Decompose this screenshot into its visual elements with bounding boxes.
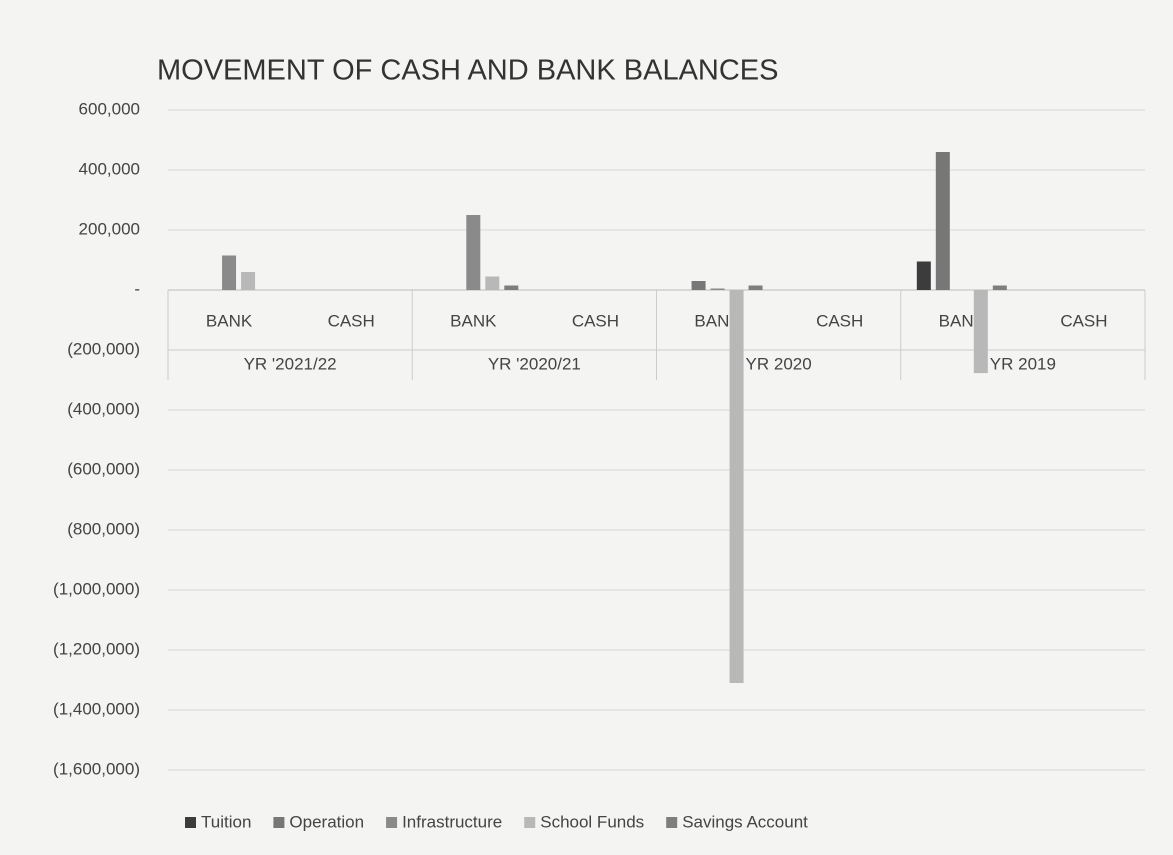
bar <box>916 261 931 290</box>
y-tick-label: 200,000 <box>79 219 140 238</box>
legend-swatch <box>666 817 678 828</box>
legend-label: School Funds <box>540 812 644 831</box>
y-tick-label: (1,600,000) <box>53 759 140 778</box>
x-tick-label: CASH <box>572 311 619 330</box>
y-tick-label: (200,000) <box>67 339 140 358</box>
x-tick-label: BANK <box>450 311 497 330</box>
x-tick-label: CASH <box>1060 311 1107 330</box>
y-tick-label: 600,000 <box>79 99 140 118</box>
x-tick-label: CASH <box>328 311 375 330</box>
legend-label: Operation <box>289 812 364 831</box>
y-tick-label: 400,000 <box>79 159 140 178</box>
legend-swatch <box>185 817 196 828</box>
y-tick-label: (1,400,000) <box>53 699 140 718</box>
bar <box>485 276 500 290</box>
bar <box>935 152 950 290</box>
bar <box>241 272 256 290</box>
legend-label: Savings Account <box>682 812 808 831</box>
bar <box>466 215 481 290</box>
bar <box>748 285 763 290</box>
x-tick-label: BANK <box>206 311 253 330</box>
y-tick-label: (600,000) <box>67 459 140 478</box>
group-label: YR '2021/22 <box>244 354 337 373</box>
y-tick-label: (400,000) <box>67 399 140 418</box>
y-tick-label: (800,000) <box>67 519 140 538</box>
bar <box>992 285 1007 290</box>
bar <box>710 288 725 290</box>
bar <box>222 255 237 290</box>
bar <box>729 290 744 683</box>
y-tick-label: (1,200,000) <box>53 639 140 658</box>
legend-swatch <box>273 817 285 828</box>
legend-swatch <box>386 817 398 828</box>
bar <box>691 281 706 290</box>
legend-swatch <box>524 817 536 828</box>
y-tick-label: - <box>134 279 140 298</box>
group-label: YR '2020/21 <box>488 354 581 373</box>
group-label: YR 2019 <box>990 354 1056 373</box>
chart-title: MOVEMENT OF CASH AND BANK BALANCES <box>157 55 779 87</box>
bar <box>973 290 988 374</box>
bar <box>504 285 519 290</box>
y-tick-label: (1,000,000) <box>53 579 140 598</box>
legend-label: Tuition <box>201 812 251 831</box>
group-label: YR 2020 <box>746 354 812 373</box>
x-tick-label: CASH <box>816 311 863 330</box>
legend-label: Infrastructure <box>402 812 502 831</box>
